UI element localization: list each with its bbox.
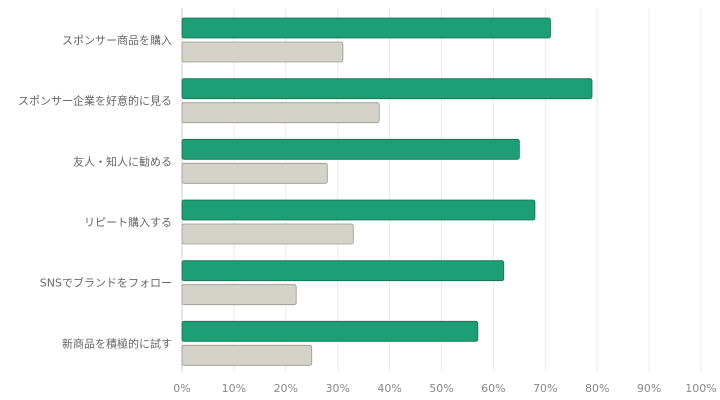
bar (181, 41, 344, 63)
x-tick-label: 0% (173, 382, 190, 395)
x-tick-label: 10% (222, 382, 246, 395)
bar (181, 162, 328, 184)
y-tick-label: スポンサー商品を購入 (62, 33, 172, 47)
x-tick-label: 70% (533, 382, 557, 395)
x-tick-label: 40% (377, 382, 401, 395)
bar (181, 102, 380, 124)
y-tick-label: リピート購入する (84, 215, 172, 229)
y-tick-label: SNSでブランドをフォロー (40, 276, 172, 290)
x-tick-label: 90% (637, 382, 661, 395)
bar (181, 199, 536, 221)
bar (181, 344, 313, 366)
y-tick-label: 友人・知人に勧める (73, 154, 172, 168)
y-tick-label: 新商品を積極的に試す (62, 336, 172, 350)
x-tick-label: 20% (274, 382, 298, 395)
bar (181, 223, 354, 245)
bar (181, 138, 520, 160)
bar (181, 284, 297, 306)
x-tick-label: 60% (481, 382, 505, 395)
x-tick-label: 50% (429, 382, 453, 395)
bar (181, 320, 479, 342)
bar (181, 17, 551, 39)
bar (181, 78, 593, 100)
x-tick-label: 80% (585, 382, 609, 395)
x-tick-label: 30% (325, 382, 349, 395)
y-tick-label: スポンサー企業を好意的に見る (18, 94, 172, 108)
x-tick-label: 100% (685, 382, 716, 395)
bar (181, 260, 505, 282)
